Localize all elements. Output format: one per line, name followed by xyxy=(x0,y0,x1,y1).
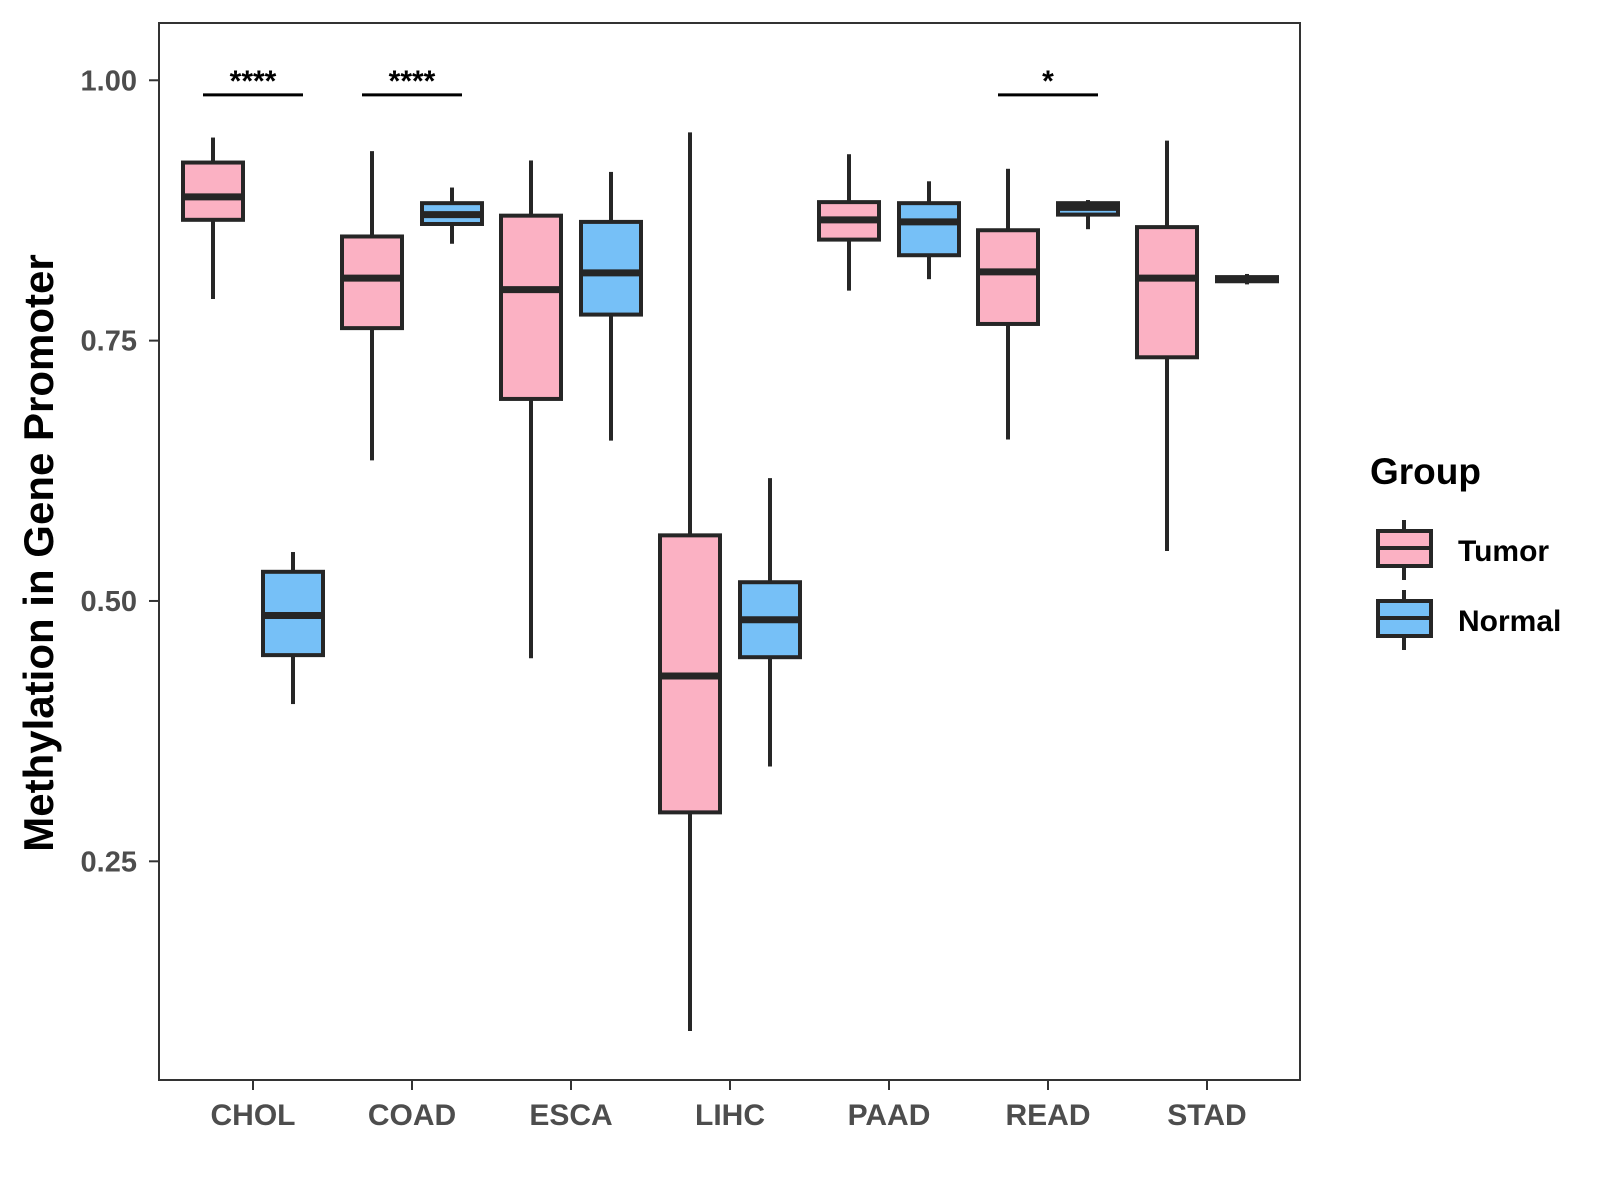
box-tumor-stad xyxy=(1135,140,1199,551)
box-iqr xyxy=(499,213,563,401)
x-tick-label: PAAD xyxy=(848,1099,931,1132)
legend-item-tumor: Tumor xyxy=(1376,520,1549,580)
box-tumor-lihc xyxy=(658,132,722,1032)
plot-panel-border xyxy=(158,22,1301,1081)
box-normal-stad xyxy=(1215,273,1279,285)
plot-layer: 0.25 0.50 0.75 1.00 CHOL COAD ESCA LIHC PAAD READ… xyxy=(81,22,1301,1132)
box-tumor-chol xyxy=(181,137,245,299)
legend: Group Tumor Normal xyxy=(1370,451,1561,650)
legend-label-normal: Normal xyxy=(1458,605,1561,638)
x-tick-label: ESCA xyxy=(529,1099,612,1132)
x-tick-label: LIHC xyxy=(695,1099,765,1132)
box-tumor-esca xyxy=(499,160,563,659)
y-tick-label: 0.50 xyxy=(81,586,137,618)
box-iqr xyxy=(897,201,961,258)
y-tick-label: 1.00 xyxy=(81,65,137,97)
box-normal-lihc xyxy=(738,478,802,767)
box-iqr xyxy=(976,228,1040,326)
box-iqr xyxy=(181,160,245,222)
y-axis-title: Methylation in Gene Promoter xyxy=(15,254,62,851)
box-normal-coad xyxy=(420,187,484,244)
box-normal-paad xyxy=(897,181,961,280)
x-tick-label: COAD xyxy=(368,1099,456,1132)
y-tick-label: 0.25 xyxy=(81,846,137,878)
box-tumor-coad xyxy=(340,151,404,461)
box-iqr xyxy=(340,234,404,331)
significance-label: * xyxy=(1042,65,1054,98)
legend-label-tumor: Tumor xyxy=(1458,535,1549,568)
box-tumor-paad xyxy=(817,154,881,291)
x-tick-label: CHOL xyxy=(211,1099,296,1132)
legend-item-normal: Normal xyxy=(1376,590,1561,650)
box-iqr xyxy=(579,219,643,317)
significance-label: **** xyxy=(389,65,436,98)
box-normal-esca xyxy=(579,171,643,441)
box-tumor-read xyxy=(976,168,1040,440)
legend-title: Group xyxy=(1370,451,1481,492)
x-tick-label: READ xyxy=(1005,1099,1090,1132)
significance-label: **** xyxy=(230,65,277,98)
box-iqr xyxy=(1135,225,1199,360)
box-normal-chol xyxy=(261,552,325,705)
x-tick-label: STAD xyxy=(1167,1099,1246,1132)
y-tick-label: 0.75 xyxy=(81,326,137,358)
box-normal-read xyxy=(1056,200,1120,230)
